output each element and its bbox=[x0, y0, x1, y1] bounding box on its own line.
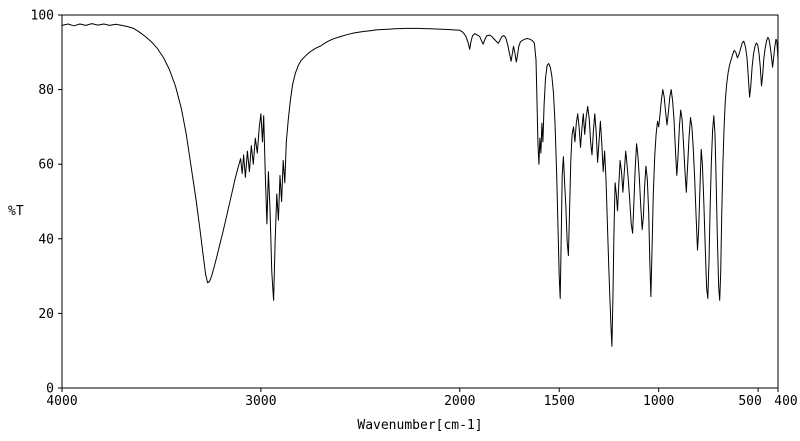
y-axis-ticks: 0 20 40 60 80 100 bbox=[31, 9, 62, 397]
y-tick-label: 80 bbox=[38, 83, 54, 98]
y-tick-label: 60 bbox=[38, 158, 54, 173]
x-tick-label: 1500 bbox=[544, 394, 575, 409]
y-tick-label: 40 bbox=[38, 232, 54, 247]
x-axis-ticks: 4000 3000 2000 1500 1000 500 400 bbox=[46, 388, 798, 409]
x-tick-label: 1000 bbox=[643, 394, 674, 409]
x-tick-label: 500 bbox=[738, 394, 761, 409]
y-tick-label: 0 bbox=[46, 382, 54, 397]
y-tick-label: 20 bbox=[38, 307, 54, 322]
y-tick-label: 100 bbox=[31, 9, 54, 24]
spectrum-line bbox=[61, 23, 779, 347]
x-axis-title: Wavenumber[cm-1] bbox=[357, 418, 482, 433]
x-tick-label: 400 bbox=[774, 394, 797, 409]
x-tick-label: 4000 bbox=[46, 394, 77, 409]
x-tick-label: 3000 bbox=[245, 394, 276, 409]
x-tick-label: 2000 bbox=[444, 394, 475, 409]
plot-frame bbox=[61, 14, 779, 389]
y-axis-title: %T bbox=[8, 204, 24, 219]
